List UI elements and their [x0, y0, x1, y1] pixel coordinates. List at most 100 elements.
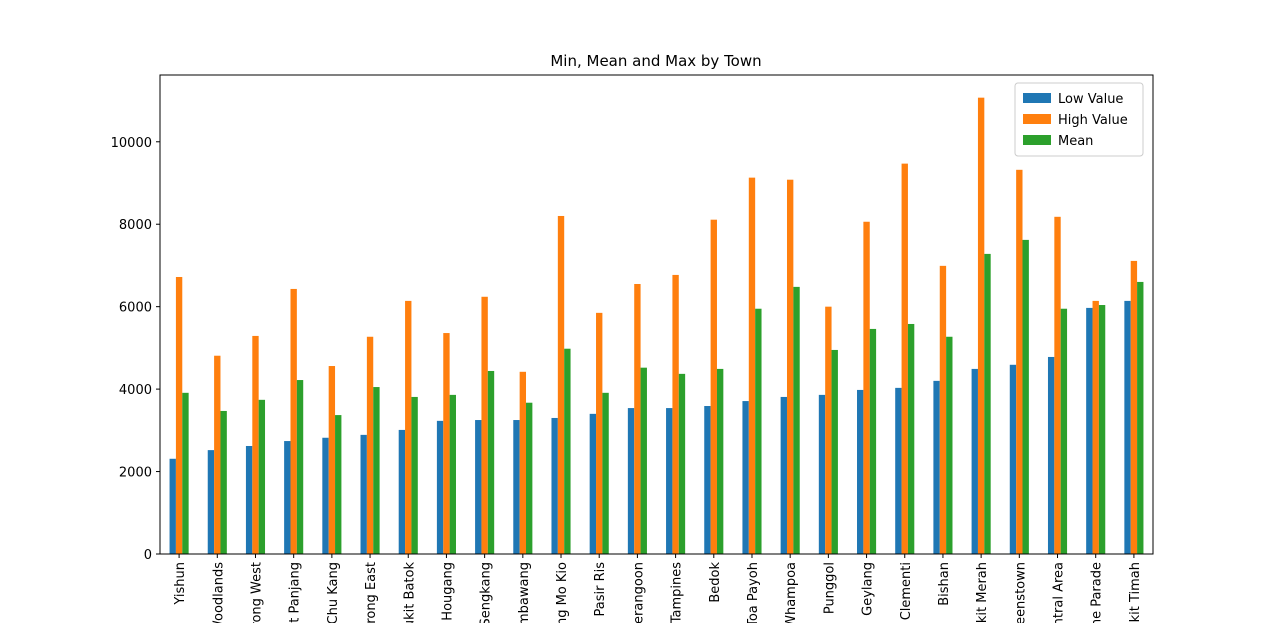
y-tick-label: 0	[144, 548, 152, 563]
bar	[780, 396, 787, 554]
bar	[182, 392, 189, 554]
bar	[672, 274, 679, 554]
bar	[557, 215, 565, 554]
bar	[1060, 308, 1068, 554]
x-tick-label: Bedok	[708, 562, 723, 603]
legend-label: Low Value	[1058, 92, 1123, 107]
bar	[1098, 305, 1106, 554]
bar	[742, 401, 749, 554]
x-tick-label: Sembawang	[517, 562, 532, 623]
bar	[405, 300, 412, 554]
x-tick-label: Woodlands	[211, 562, 226, 623]
bar	[398, 429, 406, 554]
bar	[322, 437, 329, 554]
x-tick-label: Toa Payoh	[746, 562, 761, 623]
legend-swatch	[1023, 114, 1051, 124]
bar	[169, 458, 176, 554]
legend-swatch	[1023, 135, 1051, 145]
legend-label: Mean	[1058, 134, 1093, 149]
x-tick-label: Bukit Batok	[402, 562, 417, 623]
x-tick-label: Jurong East	[364, 562, 379, 623]
bar	[634, 283, 641, 554]
bar	[596, 312, 603, 554]
x-tick-label: Central Area	[1052, 562, 1067, 623]
bar	[907, 323, 915, 554]
y-tick-label: 10000	[111, 136, 152, 151]
bar	[1124, 300, 1131, 554]
bar	[793, 286, 800, 554]
x-tick-label: Marine Parade	[1090, 562, 1105, 623]
x-tick-label: Serangoon	[631, 562, 646, 623]
bar	[366, 336, 374, 554]
legend: Low Value High Value Mean	[1014, 82, 1144, 157]
x-tick-label: Bukit Timah	[1128, 562, 1143, 623]
bar	[513, 420, 520, 554]
bar	[602, 392, 609, 554]
bar	[328, 366, 336, 554]
bar	[1054, 216, 1061, 555]
bar	[748, 177, 756, 554]
bar	[481, 296, 488, 554]
bar	[526, 402, 533, 554]
bar	[939, 265, 947, 554]
x-tick-label: Punggol	[822, 562, 837, 614]
bar	[977, 97, 985, 554]
bar	[589, 413, 597, 554]
x-tick-label: Bukit Panjang	[288, 562, 303, 623]
bar	[252, 335, 259, 554]
chart-title: Min, Mean and Max by Town	[550, 52, 761, 70]
bar	[335, 415, 342, 554]
bar	[1047, 356, 1055, 554]
y-tick-label: 8000	[119, 218, 152, 233]
legend-label: High Value	[1058, 113, 1128, 128]
bar	[818, 394, 826, 554]
x-tick-label: Pasir Ris	[593, 562, 608, 617]
y-tick-label: 4000	[119, 383, 152, 398]
bar	[1022, 239, 1029, 554]
bar	[786, 179, 794, 554]
bar	[869, 328, 877, 554]
x-tick-label: Jurong West	[249, 562, 264, 623]
x-tick-label: Tampines	[670, 562, 685, 623]
bar	[901, 163, 908, 554]
bar	[564, 348, 571, 554]
bar	[984, 253, 991, 554]
bar	[946, 336, 953, 554]
bar	[443, 333, 450, 554]
bar	[627, 408, 635, 554]
bar	[863, 221, 870, 554]
x-tick-label: Bukit Merah	[975, 562, 990, 623]
x-tick-label: Hougang	[440, 562, 455, 621]
bar	[360, 434, 367, 554]
bar	[551, 417, 558, 554]
bar	[258, 399, 266, 554]
y-tick-label: 2000	[119, 466, 152, 481]
bar	[895, 387, 902, 554]
bar	[475, 420, 482, 554]
bar	[296, 380, 304, 554]
x-tick-label: Queenstown	[1013, 562, 1028, 623]
bar	[640, 367, 647, 554]
bar	[825, 306, 832, 554]
bar	[214, 355, 221, 554]
bar	[933, 380, 940, 554]
bar	[755, 308, 762, 554]
bar	[245, 445, 253, 554]
bar	[175, 276, 183, 554]
bar	[1016, 169, 1023, 554]
y-tick-label: 6000	[119, 301, 152, 316]
bar	[487, 370, 495, 554]
bar	[207, 450, 215, 554]
bar	[678, 373, 686, 554]
bar	[666, 408, 673, 554]
x-tick-label: Bishan	[937, 562, 952, 606]
bar	[1130, 260, 1138, 554]
x-tick-label: Choa Chu Kang	[326, 562, 341, 623]
bar	[436, 420, 444, 554]
bar	[831, 349, 838, 554]
bar	[857, 389, 864, 554]
bar	[716, 368, 724, 554]
bar	[1092, 300, 1099, 554]
